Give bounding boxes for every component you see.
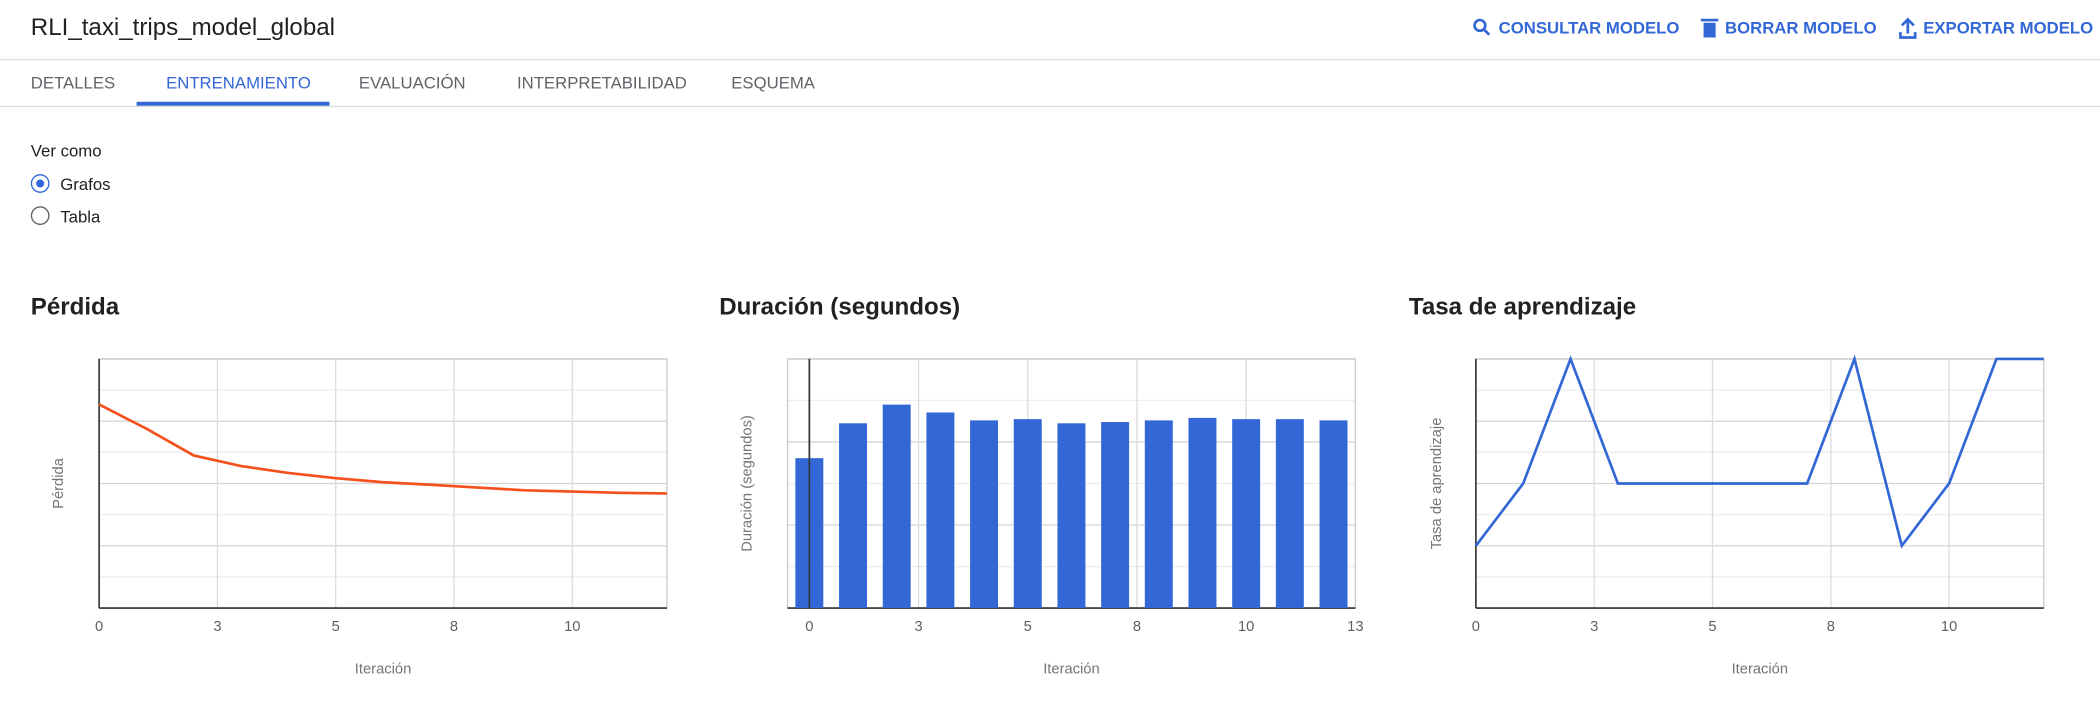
x-tick-label: 13	[1347, 619, 1363, 635]
radio-button[interactable]	[30, 174, 50, 193]
delete-icon	[1703, 22, 1716, 38]
data-line	[98, 403, 667, 495]
delete-icon	[1700, 18, 1719, 22]
x-axis-label: Iteración	[1043, 662, 1099, 678]
tab[interactable]: DETALLES	[30, 73, 116, 93]
x-tick-label: 10	[1941, 619, 1957, 635]
tab[interactable]: ESQUEMA	[731, 73, 815, 93]
y-axis-label: Tasa de aprendizaje	[1429, 418, 1445, 550]
export-model-button[interactable]: EXPORTAR MODELO	[1923, 18, 2094, 38]
delete-model-button[interactable]: BORRAR MODELO	[1725, 18, 1877, 38]
chart-title: Duración (segundos)	[719, 294, 960, 321]
x-tick-label: 3	[914, 619, 922, 635]
x-tick-label: 0	[805, 619, 813, 635]
model-title: RLI_taxi_trips_model_global	[30, 13, 336, 41]
tab[interactable]: EVALUACIÓN	[358, 73, 466, 93]
bar	[1188, 417, 1217, 609]
x-tick-label: 10	[564, 619, 580, 635]
x-tick-label: 5	[332, 619, 340, 635]
bar	[1057, 423, 1086, 609]
chart-title: Tasa de aprendizaje	[1409, 294, 1636, 321]
bar	[970, 420, 999, 609]
bar	[839, 423, 868, 609]
radio-label[interactable]: Tabla	[60, 207, 101, 227]
x-axis-label: Iteración	[1732, 662, 1788, 678]
x-tick-label: 0	[1472, 619, 1480, 635]
x-tick-label: 10	[1238, 619, 1254, 635]
divider	[0, 58, 2100, 61]
x-tick-label: 8	[450, 619, 458, 635]
export-icon	[1899, 17, 1917, 39]
bar	[1101, 422, 1130, 609]
y-axis-label: Duración (segundos)	[739, 415, 755, 552]
search-icon	[1473, 18, 1487, 33]
x-tick-label: 5	[1708, 619, 1716, 635]
bar	[1232, 419, 1261, 609]
x-axis-label: Iteración	[355, 662, 411, 678]
bar	[1144, 420, 1173, 609]
active-tab-indicator	[136, 101, 330, 106]
chart-title: Pérdida	[31, 294, 120, 321]
bar	[1013, 419, 1042, 609]
y-axis-label: Pérdida	[51, 457, 67, 509]
bar	[1275, 419, 1304, 609]
bar	[882, 404, 911, 609]
data-line	[1474, 354, 2044, 549]
bar	[1319, 420, 1348, 609]
search-icon	[1482, 28, 1491, 36]
bar	[926, 412, 955, 609]
view-label: Ver como	[30, 141, 102, 161]
tab[interactable]: ENTRENAMIENTO	[166, 73, 311, 93]
x-tick-label: 8	[1133, 619, 1141, 635]
query-model-button[interactable]: CONSULTAR MODELO	[1498, 18, 1680, 38]
action-icons	[1473, 17, 1917, 39]
x-tick-label: 0	[95, 619, 103, 635]
x-tick-label: 3	[213, 619, 221, 635]
x-tick-label: 3	[1590, 619, 1598, 635]
tab[interactable]: INTERPRETABILIDAD	[516, 73, 687, 93]
x-tick-label: 8	[1827, 619, 1835, 635]
radio-button[interactable]	[30, 206, 50, 226]
divider	[0, 105, 2100, 108]
x-tick-label: 5	[1024, 619, 1032, 635]
radio-label[interactable]: Grafos	[60, 175, 111, 195]
